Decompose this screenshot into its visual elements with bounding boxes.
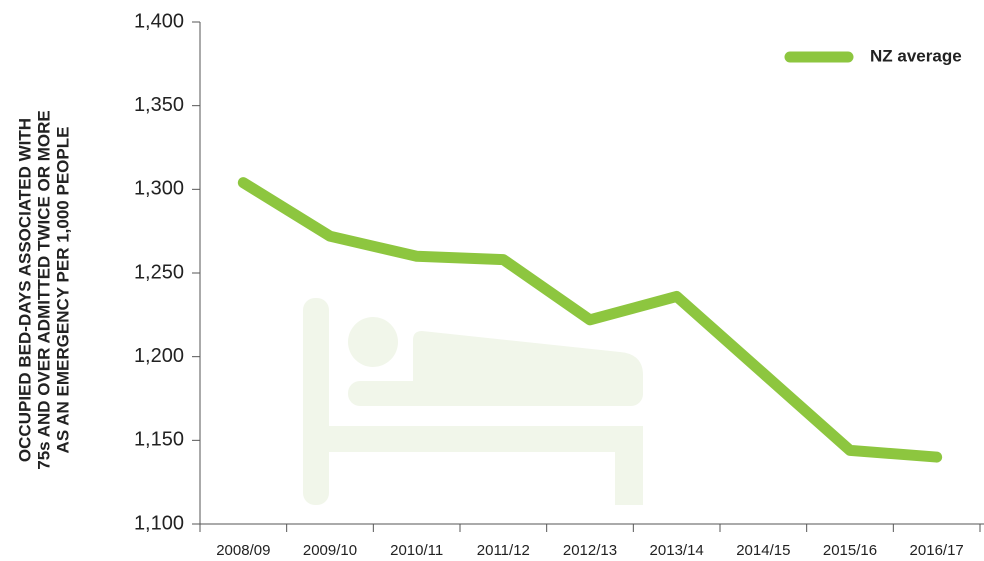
y-tick-label: 1,100 [134,512,184,534]
data-line [237,177,943,463]
y-axis-label: OCCUPIED BED-DAYS ASSOCIATED WITH 75s AND… [15,110,72,470]
x-tick-label: 2008/09 [216,542,270,559]
x-tick-label: 2016/17 [910,542,964,559]
x-tick-label: 2015/16 [823,542,877,559]
bed-icon [303,298,643,505]
y-tick-label: 1,150 [134,429,184,451]
y-tick-label: 1,400 [134,10,184,32]
y-tick-label: 1,250 [134,261,184,283]
x-tick-label: 2012/13 [563,542,617,559]
x-tick-label: 2010/11 [390,542,443,559]
x-tick-label: 2009/10 [303,542,357,559]
x-tick-label: 2013/14 [650,542,704,559]
legend-label: NZ average [870,46,962,65]
y-axis-label-line: OCCUPIED BED-DAYS ASSOCIATED WITH [15,118,34,462]
y-tick-label: 1,350 [134,94,184,116]
y-axis-label-line: 75s AND OVER ADMITTED TWICE OR MORE [34,110,53,470]
x-tick-label: 2011/12 [477,542,530,559]
y-axis-label-line: AS AN EMERGENCY PER 1,000 PEOPLE [53,127,72,454]
y-tick-label: 1,200 [134,345,184,367]
x-tick-label: 2014/15 [736,542,790,559]
y-tick-label: 1,300 [134,178,184,200]
